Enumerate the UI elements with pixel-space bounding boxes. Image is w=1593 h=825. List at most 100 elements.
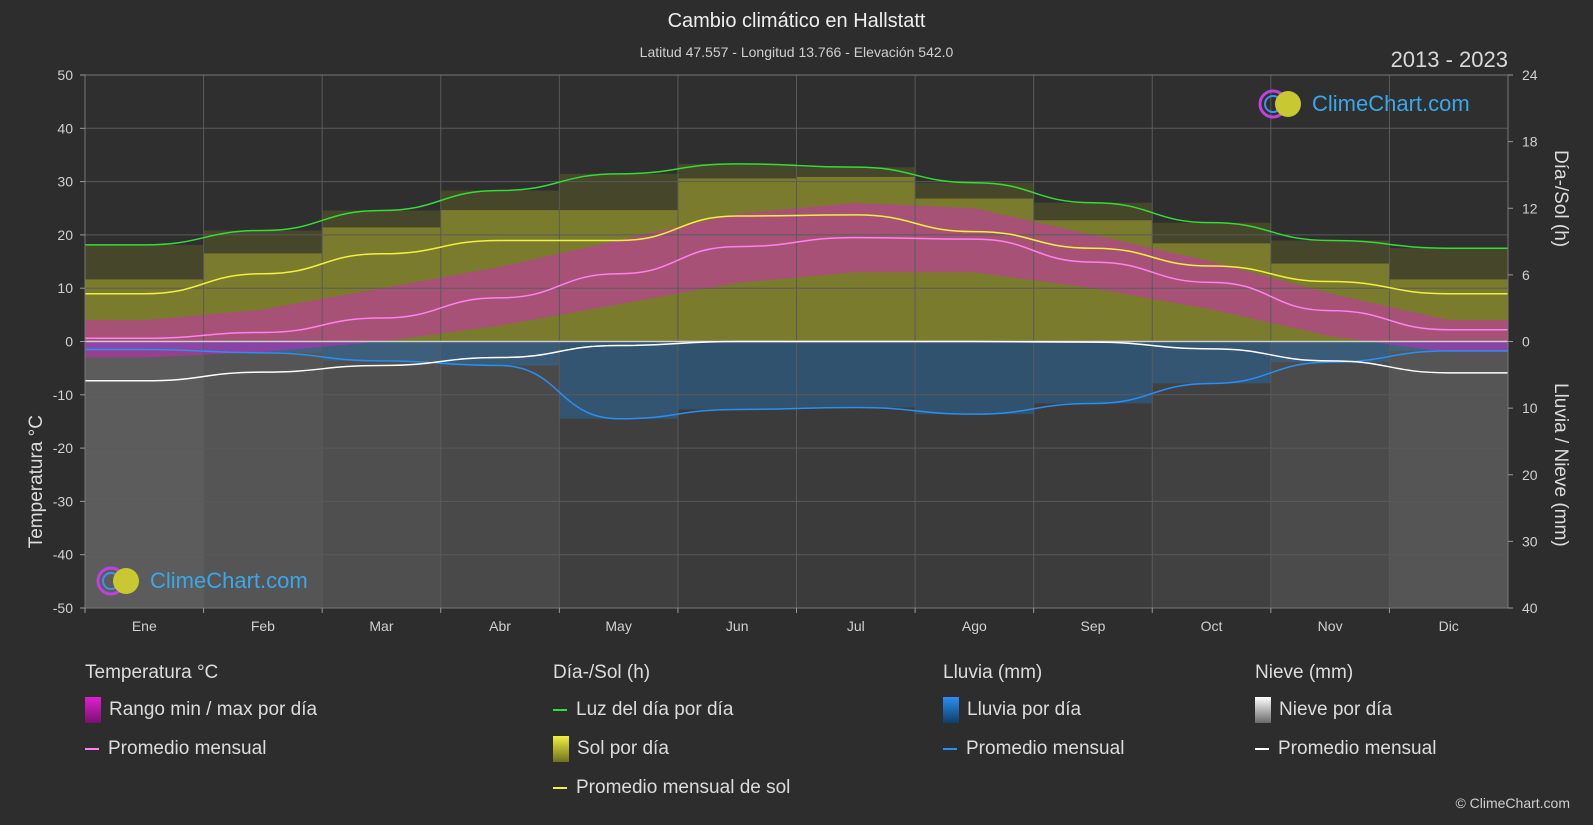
right-axis-bottom-title: Lluvia / Nieve (mm) [1550, 383, 1571, 547]
left-tick-label: 20 [57, 227, 73, 243]
copyright: © ClimeChart.com [1455, 795, 1570, 811]
legend-sun-avg: Promedio mensual de sol [576, 777, 791, 798]
sun-day-bar [559, 210, 678, 342]
chart-subtitle: Latitud 47.557 - Longitud 13.766 - Eleva… [639, 44, 954, 60]
sun-avg-swatch [553, 787, 567, 789]
legend-rain: Lluvia (mm) Lluvia por día Promedio mens… [943, 662, 1124, 776]
legend-sun-day: Sol por día [577, 738, 669, 759]
logo-top: ClimeChart.com [1258, 88, 1470, 120]
rain-day-bar [915, 341, 1034, 415]
daylight-bar [322, 210, 441, 342]
legend-sun-header: Día-/Sol (h) [553, 662, 651, 683]
legend-snow-day: Nieve por día [1279, 699, 1393, 720]
legend-snow: Nieve (mm) Nieve por día Promedio mensua… [1255, 662, 1436, 776]
month-label: Ago [962, 618, 987, 634]
snow-day-bar [796, 341, 916, 608]
climechart-logo-icon [1258, 89, 1301, 119]
snow-day-bar [1152, 341, 1271, 608]
chart-title: Cambio climático en Hallstatt [667, 10, 926, 32]
legend-daylight: Luz del día por día [576, 699, 734, 720]
month-label: Mar [369, 618, 393, 634]
left-tick-label: 30 [57, 174, 73, 190]
snow-day-bar [203, 341, 323, 608]
left-tick-label: -10 [53, 387, 73, 403]
snow-day-swatch [1255, 697, 1271, 723]
left-axis-title: Temperatura °C [26, 415, 47, 549]
sun-day-bar [1152, 243, 1271, 342]
rain-day-bar [1389, 341, 1508, 351]
right-hours-tick-label: 0 [1522, 334, 1530, 350]
snow-day-bar [1389, 341, 1508, 608]
right-mm-tick-label: 30 [1522, 533, 1538, 549]
rain-day-bar [322, 341, 441, 361]
logo-text: ClimeChart.com [1312, 91, 1470, 116]
month-label: Feb [251, 618, 275, 634]
sun-day-bar [203, 253, 323, 342]
temp-avg-swatch [85, 748, 99, 750]
sun-day-bar [1270, 263, 1390, 342]
month-label: Dic [1439, 618, 1459, 634]
year-range: 2013 - 2023 [1390, 47, 1508, 72]
left-tick-label: 50 [57, 67, 73, 83]
month-label: Abr [489, 618, 511, 634]
daylight-swatch [553, 709, 567, 711]
right-hours-tick-label: 24 [1522, 67, 1538, 83]
daylight-bar [1033, 202, 1153, 342]
legend-rain-day: Lluvia por día [967, 699, 1082, 720]
rain-avg-line [85, 348, 1508, 420]
daylight-bar [1270, 240, 1390, 342]
month-label: Jun [726, 618, 749, 634]
rain-day-bar [559, 341, 678, 419]
temp-range-swatch [85, 697, 101, 723]
legend-temperature-header: Temperatura °C [85, 662, 219, 683]
sun-day-bar [440, 210, 560, 342]
sun-avg-line [85, 214, 1508, 295]
left-tick-label: -20 [53, 440, 73, 456]
rain-avg-swatch [943, 748, 957, 750]
rain-day-bar [1033, 341, 1153, 404]
rain-day-swatch [943, 697, 959, 723]
sun-day-bar [915, 198, 1034, 342]
left-tick-label: 0 [65, 334, 73, 350]
month-label: Nov [1318, 618, 1343, 634]
temp-avg-line [85, 236, 1508, 340]
sun-day-bar [1033, 220, 1153, 342]
snow-avg-swatch [1255, 748, 1269, 750]
daylight-bar [915, 182, 1034, 342]
daylight-bar [796, 167, 916, 342]
right-hours-tick-label: 18 [1522, 134, 1538, 150]
snow-day-bar [1270, 341, 1390, 608]
month-label: Ene [132, 618, 157, 634]
snow-day-bar [677, 341, 797, 608]
legend-temperature: Temperatura °C Rango min / max por día P… [85, 662, 317, 776]
daylight-bar [203, 230, 323, 342]
legend-temp-avg: Promedio mensual [108, 738, 267, 759]
snow-avg-line [85, 340, 1508, 382]
sun-day-bar [322, 227, 441, 342]
legend-temp-range: Rango min / max por día [109, 699, 318, 720]
logo-bottom: ClimeChart.com [96, 565, 308, 597]
left-tick-label: -50 [53, 600, 73, 616]
left-tick-label: -30 [53, 493, 73, 509]
right-axis-top-title: Día-/Sol (h) [1550, 150, 1571, 248]
right-hours-tick-label: 12 [1522, 200, 1538, 216]
month-label: Sep [1080, 618, 1105, 634]
climechart-logo-icon [96, 566, 139, 596]
snow-day-bar [440, 341, 560, 608]
snow-day-bar [1033, 341, 1153, 608]
sun-day-bar [796, 176, 916, 342]
left-tick-label: 40 [57, 120, 73, 136]
rain-day-bar [203, 341, 323, 353]
right-mm-tick-label: 10 [1522, 400, 1538, 416]
snow-day-bar [559, 341, 678, 608]
rain-day-bar [1270, 341, 1390, 363]
rain-day-bar [85, 341, 204, 350]
daylight-bar [559, 173, 678, 342]
left-tick-label: 10 [57, 280, 73, 296]
rain-day-bar [796, 341, 916, 408]
daylight-line [85, 163, 1509, 249]
month-label: Oct [1201, 618, 1223, 634]
left-tick-label: -40 [53, 547, 73, 563]
sun-day-bar [677, 178, 797, 342]
